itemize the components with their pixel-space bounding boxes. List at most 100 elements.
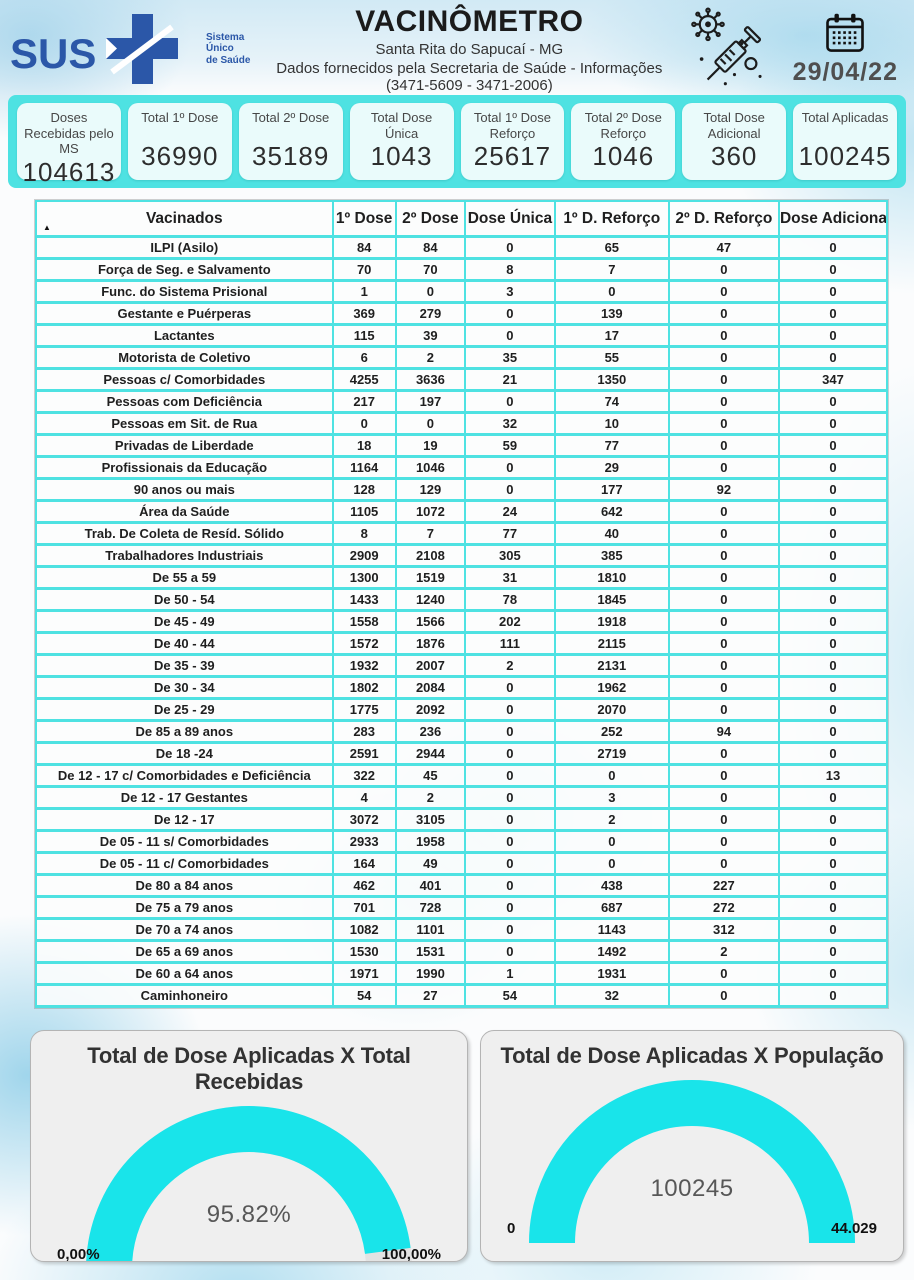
summary-card-value: 100245 (798, 141, 892, 171)
row-category: De 05 - 11 s/ Comorbidades (35, 832, 334, 854)
header: SUS Sistema Único de Saúde VACINÔMETRO S… (10, 5, 904, 94)
row-category: De 12 - 17 Gestantes (35, 788, 334, 810)
column-header: 1º Dose (333, 200, 397, 238)
row-value: 0 (466, 392, 556, 414)
row-value: 1350 (555, 370, 670, 392)
row-value: 369 (333, 304, 397, 326)
table-row: De 35 - 39 1932 2007 2 2131 0 0 (35, 656, 888, 678)
column-header: 1º D. Reforço (555, 200, 670, 238)
row-value: 0 (396, 414, 467, 436)
row-value: 59 (466, 436, 556, 458)
summary-card: Total 1º Dose Reforço 25617 (460, 103, 565, 180)
header-right: 29/04/22 (687, 7, 904, 91)
column-header: 2º D. Reforço (669, 200, 780, 238)
table-row: Pessoas c/ Comorbidades 4255 3636 21 1350 0 34… (35, 370, 888, 392)
row-value: 35 (466, 348, 556, 370)
row-value: 7 (396, 524, 467, 546)
row-value: 0 (669, 546, 780, 568)
row-value: 0 (669, 612, 780, 634)
summary-card-label: Total 1º Dose Reforço (473, 110, 551, 141)
row-value: 0 (669, 678, 780, 700)
row-value: 217 (333, 392, 397, 414)
row-value: 1433 (333, 590, 397, 612)
gauge-value: 95.82% (206, 1201, 292, 1228)
row-value: 3072 (333, 810, 397, 832)
summary-card-value: 1046 (592, 141, 655, 172)
summary-card-value: 35189 (252, 141, 330, 171)
row-value: 1 (333, 282, 397, 304)
row-value: 0 (779, 898, 888, 920)
row-category: Força de Seg. e Salvamento (35, 260, 334, 282)
row-value: 77 (466, 524, 556, 546)
row-value: 55 (555, 348, 670, 370)
row-category: De 45 - 49 (35, 612, 334, 634)
row-value: 0 (669, 502, 780, 524)
sus-logo-subtitle: Sistema Único de Saúde (206, 31, 251, 66)
sus-logo: SUS Sistema Único de Saúde (10, 12, 260, 86)
svg-text:SUS: SUS (10, 30, 96, 77)
row-value: 0 (669, 260, 780, 282)
row-value: 0 (466, 788, 556, 810)
row-value: 0 (669, 348, 780, 370)
summary-card-value: 360 (710, 141, 758, 172)
row-value: 0 (669, 590, 780, 612)
column-header: Dose Única (466, 200, 556, 238)
row-value: 0 (669, 744, 780, 766)
row-value: 0 (779, 392, 888, 414)
gauge-title: Total de Dose Aplicadas X População (500, 1043, 884, 1068)
summary-card-label: Total Dose Única (370, 110, 433, 141)
table-row: Lactantes 115 39 0 17 0 0 (35, 326, 888, 348)
row-value: 1572 (333, 634, 397, 656)
column-header-vacinados[interactable]: Vacinados ▲ (35, 200, 334, 238)
gauge-title: Total de Dose Aplicadas X Total Recebida… (87, 1043, 411, 1094)
row-category: Pessoas com Deficiência (35, 392, 334, 414)
row-value: 1558 (333, 612, 397, 634)
row-category: De 65 a 69 anos (35, 942, 334, 964)
row-value: 2115 (555, 634, 670, 656)
table-row: Trab. De Coleta de Resíd. Sólido 8 7 77 40 0 0 (35, 524, 888, 546)
row-value: 17 (555, 326, 670, 348)
gauge-min-label: 0,00% (57, 1246, 100, 1262)
row-value: 0 (466, 744, 556, 766)
row-value: 312 (669, 920, 780, 942)
row-value: 1802 (333, 678, 397, 700)
row-value: 2 (669, 942, 780, 964)
row-category: De 12 - 17 c/ Comorbidades e Deficiência (35, 766, 334, 788)
row-value: 197 (396, 392, 467, 414)
row-value: 18 (333, 436, 397, 458)
row-category: De 18 -24 (35, 744, 334, 766)
row-value: 0 (779, 568, 888, 590)
row-value: 347 (779, 370, 888, 392)
row-value: 0 (466, 238, 556, 260)
table-row: Pessoas em Sit. de Rua 0 0 32 10 0 0 (35, 414, 888, 436)
row-value: 3 (555, 788, 670, 810)
row-value: 0 (669, 964, 780, 986)
row-value: 177 (555, 480, 670, 502)
table-row: De 12 - 17 3072 3105 0 2 0 0 (35, 810, 888, 832)
row-value: 92 (669, 480, 780, 502)
row-value: 1932 (333, 656, 397, 678)
row-value: 0 (779, 810, 888, 832)
row-value: 0 (779, 414, 888, 436)
row-value: 31 (466, 568, 556, 590)
row-value: 1845 (555, 590, 670, 612)
gauge-panel-applied-vs-received: Total de Dose Aplicadas X Total Recebida… (30, 1030, 468, 1262)
row-value: 0 (779, 700, 888, 722)
row-value: 0 (466, 898, 556, 920)
row-value: 54 (333, 986, 397, 1008)
table-row: De 30 - 34 1802 2084 0 1962 0 0 (35, 678, 888, 700)
table-row: Gestante e Puérperas 369 279 0 139 0 0 (35, 304, 888, 326)
sort-ascending-icon[interactable]: ▲ (43, 223, 51, 232)
row-category: De 80 a 84 anos (35, 876, 334, 898)
row-value: 0 (779, 458, 888, 480)
row-value: 0 (779, 282, 888, 304)
row-value: 1876 (396, 634, 467, 656)
row-value: 70 (396, 260, 467, 282)
table-row: Profissionais da Educação 1164 1046 0 29 0 0 (35, 458, 888, 480)
row-category: Motorista de Coletivo (35, 348, 334, 370)
summary-card: Total Aplicadas 100245 (793, 103, 897, 180)
row-value: 24 (466, 502, 556, 524)
gauge-panel-applied-vs-population: Total de Dose Aplicadas X População 1002… (480, 1030, 904, 1262)
virus-syringe-icon (690, 7, 762, 86)
row-value: 0 (779, 634, 888, 656)
